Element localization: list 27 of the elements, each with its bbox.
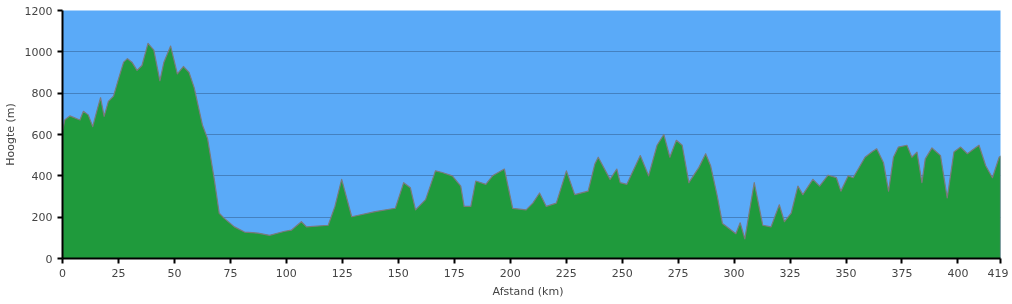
x-tick-label: 300 [723,266,745,280]
x-tick-label: 325 [779,266,801,280]
x-tick-label: 100 [275,266,297,280]
y-axis-title: Hoogte (m) [3,103,17,166]
y-tick-label: 800 [31,87,53,101]
x-tick-label: 75 [223,266,238,280]
x-tick-label: 375 [891,266,913,280]
x-tick-label: 200 [499,266,521,280]
y-tick-label: 200 [31,211,53,225]
y-tick-label: 1000 [24,45,53,59]
x-axis-title: Afstand (km) [492,284,564,298]
x-tick-label: 400 [947,266,969,280]
x-tick-label: 150 [387,266,409,280]
x-tick-label: 225 [555,266,577,280]
y-tick-label: 400 [31,169,53,183]
x-tick-label: 50 [167,266,182,280]
x-tick-label: 25 [111,266,126,280]
y-tick-label: 1200 [24,4,53,18]
x-tick-label: 275 [667,266,689,280]
x-tick-label: 175 [443,266,465,280]
x-tick-label: 250 [611,266,633,280]
x-tick-label: 419 [987,266,1009,280]
x-tick-label: 350 [835,266,857,280]
x-tick-label: 125 [331,266,353,280]
x-tick-label: 0 [59,266,66,280]
y-tick-label: 600 [31,128,53,142]
y-tick-label: 0 [45,252,53,266]
